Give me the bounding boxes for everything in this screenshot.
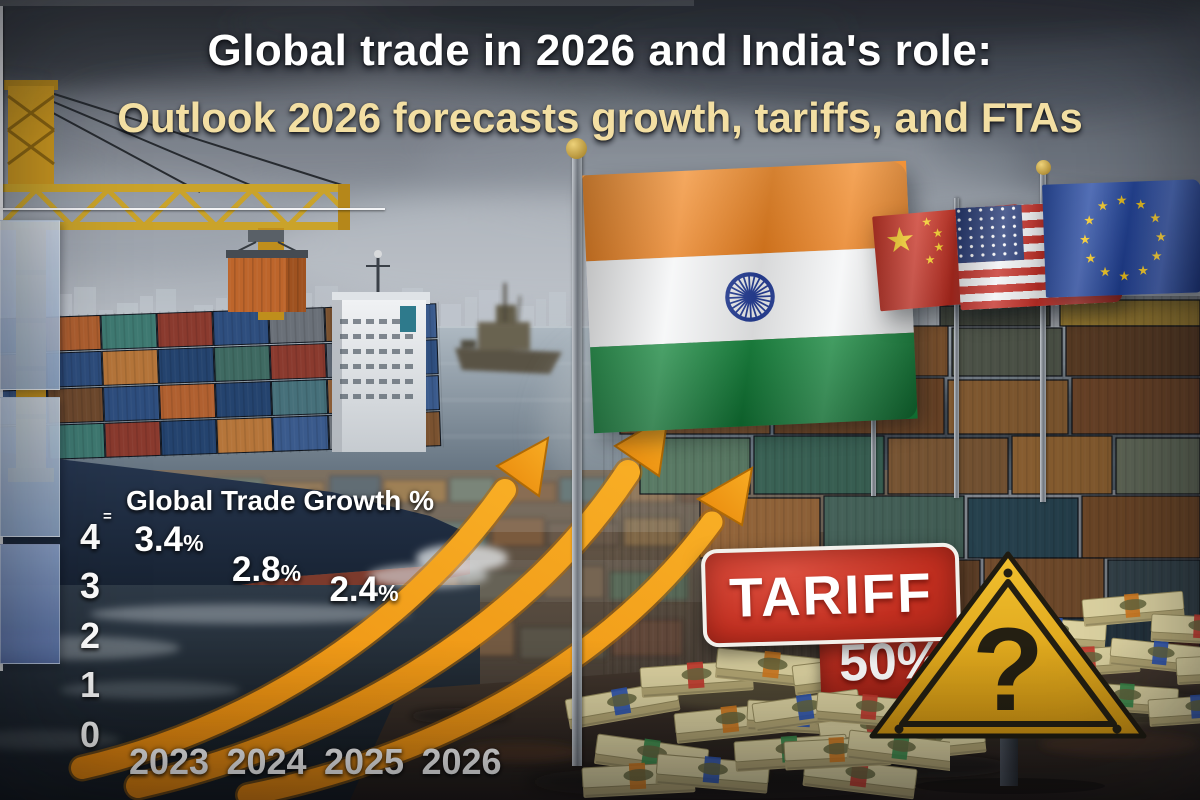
- bar-value-label-2025: 2.4%: [329, 569, 399, 609]
- x-axis-label-2026: 2026: [421, 741, 502, 782]
- x-axis-line: [0, 207, 385, 211]
- question-mark-icon: ?: [972, 604, 1044, 736]
- bar-value-label-2023: 3.4%: [134, 520, 204, 560]
- warning-triangle-icon: ?: [869, 551, 1147, 794]
- chart-bar-2023: [0, 220, 60, 390]
- navy-ship-icon: [455, 283, 562, 374]
- x-axis-end-tick: [0, 210, 3, 221]
- gridline: [0, 1, 694, 4]
- y-axis-tick-label: 1: [79, 664, 100, 706]
- us-flagpole: [954, 198, 959, 498]
- y-axis-tick-label: 2: [79, 614, 100, 656]
- y-axis-tick-label: 3: [79, 565, 100, 607]
- sign-post: [1000, 730, 1018, 786]
- y-axis-tick-label: 4: [79, 515, 100, 557]
- ashoka-chakra-icon: [725, 272, 775, 322]
- warning-triangle: [869, 551, 1147, 739]
- india-flag: [582, 160, 918, 434]
- x-axis-label-2024: 2024: [226, 741, 307, 782]
- growth-arrows-icon: [68, 413, 754, 800]
- gridline: [0, 0, 694, 2]
- chart-bar-2024: [0, 396, 60, 537]
- eu-flagpole-finial: [1036, 160, 1051, 175]
- y-axis-line: [0, 6, 3, 208]
- axis-top-mark: =: [103, 508, 112, 525]
- y-axis-tick-label: 0: [79, 714, 100, 755]
- x-axis-tick: [0, 663, 3, 671]
- india-flagpole-finial: [566, 138, 587, 159]
- india-flagpole: [572, 152, 582, 766]
- x-axis-tick: [0, 536, 3, 544]
- chart-title: Global Trade Growth %: [126, 485, 435, 516]
- gridline: [0, 3, 694, 5]
- gridline: [0, 4, 694, 7]
- chart-bar-2025: [0, 543, 60, 664]
- eu-flagpole: [1040, 172, 1046, 502]
- x-axis-label-2025: 2025: [323, 741, 405, 782]
- x-axis-tick: [0, 389, 3, 397]
- subheadline: Outlook 2026 forecasts growth, tariffs, …: [117, 94, 1083, 141]
- bar-value-label-2024: 2.8%: [231, 550, 302, 590]
- hanging-container-icon: [226, 250, 308, 312]
- headline: Global trade in 2026 and India's role:: [207, 26, 993, 75]
- x-axis-label-2023: 2023: [128, 741, 210, 782]
